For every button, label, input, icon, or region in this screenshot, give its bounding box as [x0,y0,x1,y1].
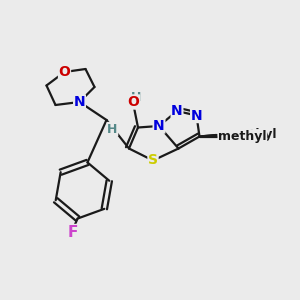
Text: N: N [153,119,165,133]
Text: H: H [131,91,142,104]
Text: F: F [68,225,78,240]
Text: methyl: methyl [228,128,277,141]
Text: O: O [128,95,140,109]
Text: O: O [58,65,70,79]
Text: N: N [74,95,85,109]
Text: methyl: methyl [220,134,226,136]
Text: methyl: methyl [225,134,231,135]
Text: methyl: methyl [221,135,226,136]
Text: N: N [191,109,202,122]
Text: methyl: methyl [218,130,267,143]
Text: methyl: methyl [220,134,225,135]
Text: methyl: methyl [223,134,228,135]
Text: H: H [107,122,118,136]
Text: S: S [148,154,158,167]
Text: N: N [171,104,183,118]
